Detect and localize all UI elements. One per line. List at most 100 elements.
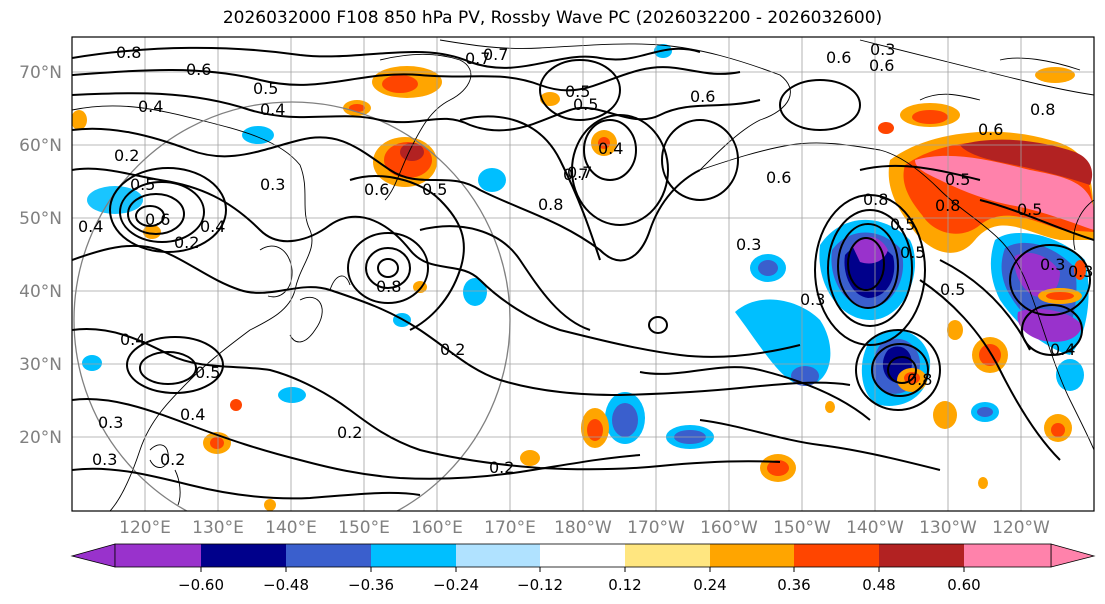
svg-text:0.8: 0.8: [863, 190, 888, 209]
lon-label: 160°W: [700, 518, 758, 538]
colorbar-tick-label: 0.24: [693, 576, 726, 594]
lon-label: 150°E: [338, 518, 390, 538]
colorbar-segment: [115, 544, 201, 567]
colorbar-segment: [794, 544, 879, 567]
svg-text:0.3: 0.3: [260, 175, 285, 194]
svg-text:0.5: 0.5: [422, 180, 447, 199]
svg-text:0.4: 0.4: [120, 330, 145, 349]
lon-label: 130°E: [192, 518, 244, 538]
svg-text:0.2: 0.2: [174, 233, 199, 252]
svg-text:0.4: 0.4: [200, 217, 225, 236]
svg-text:0.5: 0.5: [900, 243, 925, 262]
svg-text:0.6: 0.6: [826, 48, 851, 67]
svg-text:0.5: 0.5: [565, 82, 590, 101]
colorbar-tick-label: −0.60: [178, 576, 224, 594]
svg-text:0.4: 0.4: [78, 217, 103, 236]
svg-text:0.7: 0.7: [567, 163, 592, 182]
svg-text:0.5: 0.5: [573, 95, 598, 114]
colorbar-tick-label: −0.48: [263, 576, 309, 594]
svg-text:0.4: 0.4: [138, 97, 163, 116]
svg-text:0.2: 0.2: [440, 340, 465, 359]
svg-text:0.3: 0.3: [870, 40, 895, 59]
lat-label: 50°N: [19, 209, 62, 229]
colorbar-tick-label: 0.36: [777, 576, 810, 594]
svg-text:0.3: 0.3: [736, 235, 761, 254]
colorbar-tick-label: −0.24: [433, 576, 479, 594]
longitude-labels: 120°E 130°E 140°E 150°E 160°E 170°E 180°…: [119, 518, 1050, 538]
svg-text:0.6: 0.6: [978, 120, 1003, 139]
colorbar-tick-label: −0.12: [517, 576, 563, 594]
svg-text:0.2: 0.2: [160, 450, 185, 469]
colorbar-segment: [625, 544, 710, 567]
colorbar-segment: [879, 544, 964, 567]
svg-text:0.6: 0.6: [364, 180, 389, 199]
svg-text:0.6: 0.6: [690, 87, 715, 106]
svg-text:0.5: 0.5: [1017, 200, 1042, 219]
svg-text:0.4: 0.4: [598, 139, 623, 158]
svg-text:0.5: 0.5: [253, 79, 278, 98]
svg-text:0.4: 0.4: [1050, 340, 1075, 359]
svg-text:0.8: 0.8: [1030, 100, 1055, 119]
pv-contours: [72, 46, 1094, 500]
colorbar-tick-label: 0.12: [608, 576, 641, 594]
lat-label: 20°N: [19, 428, 62, 448]
contour-labels: 0.8 0.7 0.6 0.5 0.4 0.2 0.7 0.6 0.5 0.4 …: [78, 40, 1093, 477]
lon-label: 180°W: [554, 518, 612, 538]
pv-shading: [72, 44, 1094, 511]
colorbar: −0.60 −0.48 −0.36 −0.24 −0.12 0.12 0.24 …: [70, 543, 1096, 594]
colorbar-max-arrow: [1050, 543, 1096, 568]
svg-text:0.7: 0.7: [483, 45, 508, 64]
colorbar-segment: [964, 544, 1051, 567]
lon-label: 160°E: [411, 518, 463, 538]
colorbar-segment: [286, 544, 371, 567]
svg-text:0.6: 0.6: [766, 168, 791, 187]
svg-text:0.3: 0.3: [98, 413, 123, 432]
svg-text:0.3: 0.3: [800, 290, 825, 309]
lat-label: 40°N: [19, 282, 62, 302]
colorbar-tick-label: 0.60: [947, 576, 980, 594]
svg-text:0.5: 0.5: [890, 215, 915, 234]
map-title: 2026032000 F108 850 hPa PV, Rossby Wave …: [222, 8, 883, 28]
svg-text:0.6: 0.6: [869, 56, 894, 75]
colorbar-segment: [456, 544, 540, 567]
colorbar-segment: [371, 544, 456, 567]
svg-text:0.8: 0.8: [935, 196, 960, 215]
svg-text:0.6: 0.6: [145, 210, 170, 229]
lon-label: 170°E: [484, 518, 536, 538]
svg-text:0.7: 0.7: [465, 49, 490, 68]
lat-label: 60°N: [19, 136, 62, 156]
lon-label: 140°W: [846, 518, 904, 538]
colorbar-tick-label: −0.36: [348, 576, 394, 594]
colorbar-segment: [201, 544, 286, 567]
lat-label: 70°N: [19, 63, 62, 83]
svg-text:0.8: 0.8: [538, 195, 563, 214]
lon-label: 150°W: [773, 518, 831, 538]
colorbar-segment: [540, 544, 625, 567]
svg-text:0.5: 0.5: [130, 175, 155, 194]
svg-text:0.3: 0.3: [92, 450, 117, 469]
svg-text:0.4: 0.4: [260, 100, 285, 119]
lon-label: 120°W: [992, 518, 1050, 538]
svg-text:0.5: 0.5: [195, 363, 220, 382]
reference-circle: [73, 101, 511, 511]
map-border: [71, 36, 1095, 512]
lon-label: 120°E: [119, 518, 171, 538]
lon-label: 130°W: [919, 518, 977, 538]
lon-label: 170°W: [627, 518, 685, 538]
svg-text:0.3: 0.3: [1068, 262, 1093, 281]
svg-text:0.8: 0.8: [116, 43, 141, 62]
lon-label: 140°E: [265, 518, 317, 538]
lat-label: 30°N: [19, 355, 62, 375]
colorbar-outline: [114, 543, 1052, 568]
latitude-labels: 70°N 60°N 50°N 40°N 30°N 20°N: [19, 63, 62, 448]
svg-text:0.7: 0.7: [563, 165, 588, 184]
colorbar-min-arrow: [70, 543, 116, 568]
svg-text:0.5: 0.5: [945, 170, 970, 189]
colorbar-segment: [710, 544, 794, 567]
svg-text:0.2: 0.2: [114, 146, 139, 165]
svg-text:0.2: 0.2: [489, 458, 514, 477]
svg-text:0.6: 0.6: [186, 60, 211, 79]
svg-text:0.8: 0.8: [907, 370, 932, 389]
coastlines: [72, 39, 1094, 511]
